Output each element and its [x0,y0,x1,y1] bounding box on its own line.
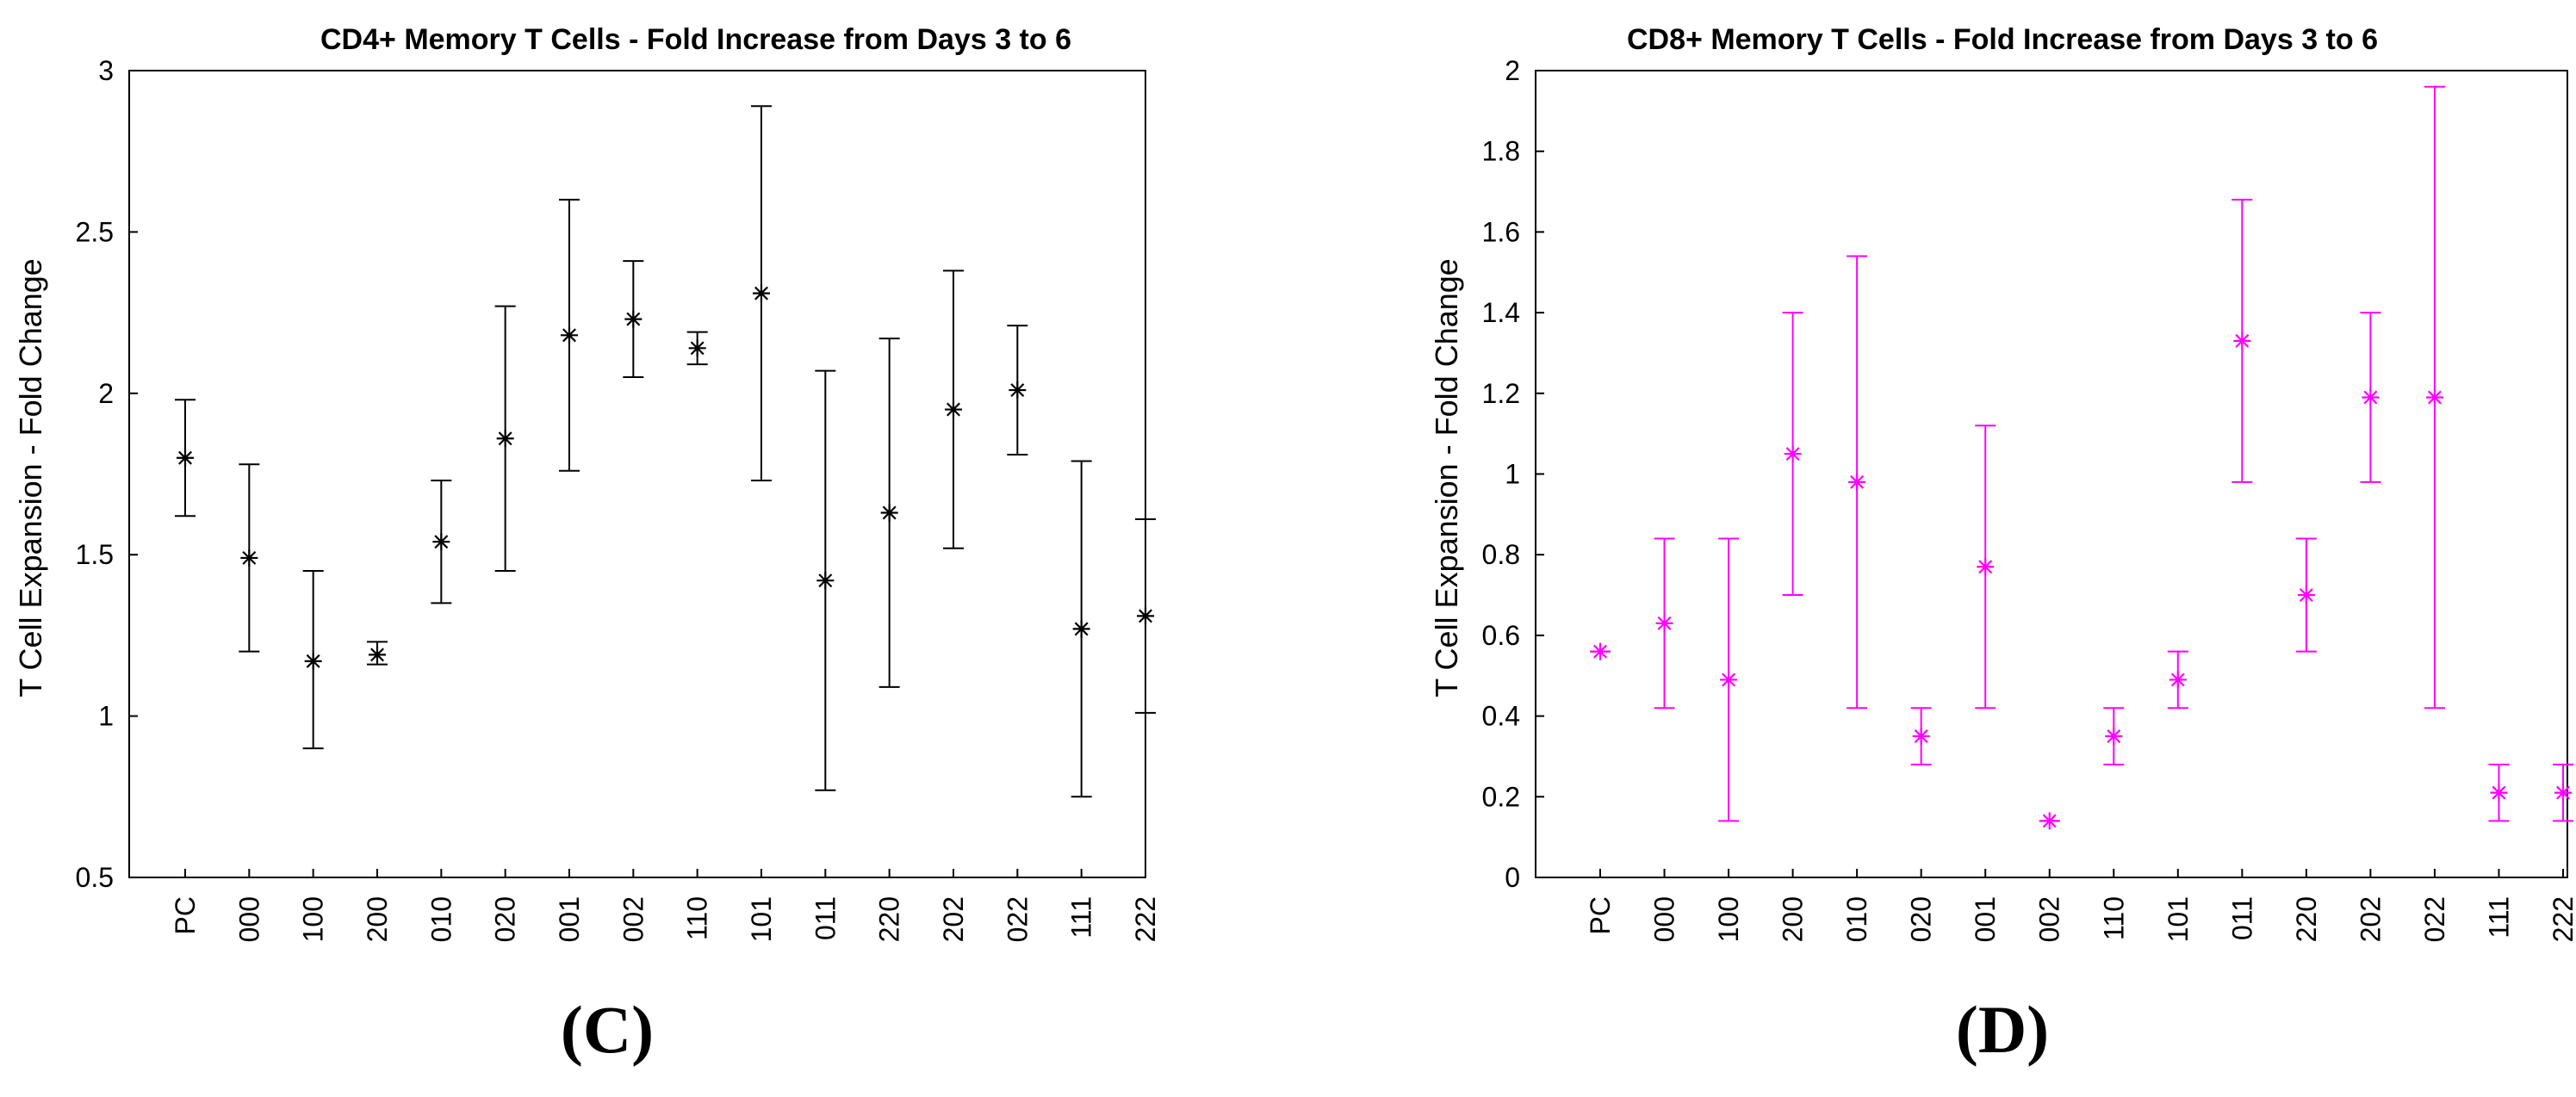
chart-cd4-y-tick-label: 1 [98,701,114,732]
chart-cd4-x-tick-label: 111 [1066,896,1097,939]
chart-cd8-point [2425,388,2443,406]
chart-cd8-point [1655,614,1673,632]
chart-cd8-point [1784,445,1802,463]
chart-cd8-x-tick-label: 202 [2355,896,2386,942]
chart-cd8-point [1592,642,1609,660]
chart-cd4-y-tick-label: 0.5 [76,862,114,893]
chart-cd8-y-tick-label: 1.2 [1482,378,1520,409]
chart-cd8-point [2040,812,2058,830]
chart-cd8-y-tick-label: 0.4 [1482,701,1520,732]
chart-cd4-marks [175,105,1156,798]
chart-cd8-point [2169,671,2187,689]
chart-cd4-point [880,504,898,522]
chart-cd8-point [2490,784,2508,802]
chart-cd4-point [240,548,258,567]
chart-cd4-x-tick-label: 202 [938,896,969,942]
chart-cd4-x-ticks: PC 000 100 200 010 020 001 002 110 101 011 220 202 02… [170,869,1161,942]
chart-cd8-x-tick-label: 220 [2291,896,2322,942]
chart-cd8-x-tick-label: 101 [2163,896,2194,942]
chart-cd4-point [816,572,835,590]
chart-cd8-x-tick-label: 002 [2034,896,2065,942]
chart-cd8-x-tick-label: 222 [2548,896,2576,942]
chart-cd4-y-ticks: 0.5 1 1.5 2 2.5 3 [76,55,138,893]
chart-cd8-point [2105,728,2123,746]
chart-cd8-point [2362,388,2380,406]
chart-cd4-x-tick-label: 011 [810,896,841,940]
chart-cd8: CD8+ Memory T Cells - Fold Increase from… [1429,23,2576,1067]
chart-cd4-point [496,430,514,448]
chart-cd4-x-tick-label: 010 [425,896,456,942]
chart-cd8-y-tick-label: 1.6 [1482,216,1520,247]
chart-cd8-y-tick-label: 0 [1505,862,1520,893]
chart-cd8-plot-frame [1535,70,2568,878]
chart-cd4-y-tick-label: 2.5 [76,216,114,247]
chart-cd4-x-tick-label: 200 [362,896,393,942]
chart-cd8-x-tick-label: 020 [1906,896,1937,942]
chart-cd4-x-tick-label: 001 [554,896,585,942]
chart-cd8-x-ticks: PC 000 100 200 010 020 001 002 110 101 011 220 202 02… [1585,869,2576,942]
chart-cd8-x-tick-label: 200 [1778,896,1809,942]
chart-cd4-point [1072,620,1090,638]
chart-cd4-x-tick-label: 100 [298,896,329,942]
chart-cd4-plot-frame [128,70,1146,878]
chart-cd8-y-tick-label: 0.6 [1482,620,1520,651]
chart-cd8-y-tick-label: 1 [1505,459,1520,490]
chart-cd8-y-tick-label: 1.8 [1482,136,1520,167]
chart-cd4-x-tick-label: 000 [233,896,264,942]
chart-cd8-y-axis-label: T Cell Expansion - Fold Change [1429,258,1464,697]
chart-cd4-y-axis-label: T Cell Expansion - Fold Change [13,258,48,697]
chart-cd8-x-tick-label: 010 [1841,896,1872,942]
chart-cd4-point [753,284,770,302]
chart-cd4-point [432,533,450,551]
chart-cd8-point [2554,784,2572,802]
chart-cd8-title: CD8+ Memory T Cells - Fold Increase from… [1627,23,2378,56]
chart-cd4-x-tick-label: 022 [1002,896,1033,942]
chart-cd4-point [945,400,962,418]
chart-cd4-y-tick-label: 1.5 [76,539,114,570]
chart-cd8-point [2297,586,2315,604]
chart-cd8-y-tick-label: 2 [1505,55,1520,86]
chart-cd8-marks [1590,85,2573,830]
chart-cd8-y-tick-label: 1.4 [1482,297,1520,328]
chart-cd8-x-tick-label: 110 [2098,896,2129,940]
chart-cd8-x-tick-label: 011 [2226,896,2257,940]
chart-cd4-x-tick-label: PC [170,896,201,934]
chart-cd8-x-tick-label: 001 [1970,896,2001,942]
chart-cd4-x-tick-label: 002 [618,896,649,942]
chart-cd4-point [688,339,706,357]
chart-cd8-x-tick-label: 022 [2419,896,2450,942]
chart-cd8-x-tick-label: 100 [1713,896,1744,942]
chart-cd4-point [369,646,386,664]
chart-cd4-point [561,326,578,344]
chart-cd4-panel-label: (C) [561,992,654,1067]
chart-cd4-x-tick-label: 222 [1130,896,1161,942]
chart-cd4-y-tick-label: 3 [98,55,114,86]
chart-cd4-y-tick-label: 2 [98,378,114,409]
chart-cd4-point [1009,381,1027,400]
chart-cd8-y-tick-label: 0.8 [1482,539,1520,570]
chart-cd8-panel-label: (D) [1956,992,2049,1067]
chart-cd4-title: CD4+ Memory T Cells - Fold Increase from… [320,23,1071,56]
chart-cd8-y-ticks: 0 0.2 0.4 0.6 0.8 1 1.2 1.4 1.6 1.8 2 [1482,55,1544,893]
chart-cd8-point [1977,558,1995,576]
chart-cd4-point [624,310,642,328]
chart-cd8-point [1720,671,1738,689]
chart-cd8-point [2233,332,2251,350]
chart-cd4-point [304,652,322,670]
chart-cd8-y-tick-label: 0.2 [1482,781,1520,812]
chart-cd8-x-tick-label: 000 [1649,896,1680,942]
chart-cd8-x-tick-label: 111 [2483,896,2514,939]
chart-cd4-x-tick-label: 220 [874,896,905,942]
chart-cd4-x-tick-label: 020 [490,896,521,942]
chart-cd8-point [1848,473,1866,491]
chart-cd4-x-tick-label: 101 [746,896,777,942]
chart-cd4-point [177,449,194,467]
chart-cd4: CD4+ Memory T Cells - Fold Increase from… [13,23,1161,1067]
chart-cd4-x-tick-label: 110 [682,896,713,940]
chart-cd8-point [1912,728,1930,746]
chart-cd8-x-tick-label: PC [1585,896,1616,934]
chart-cd4-point [1137,607,1154,625]
